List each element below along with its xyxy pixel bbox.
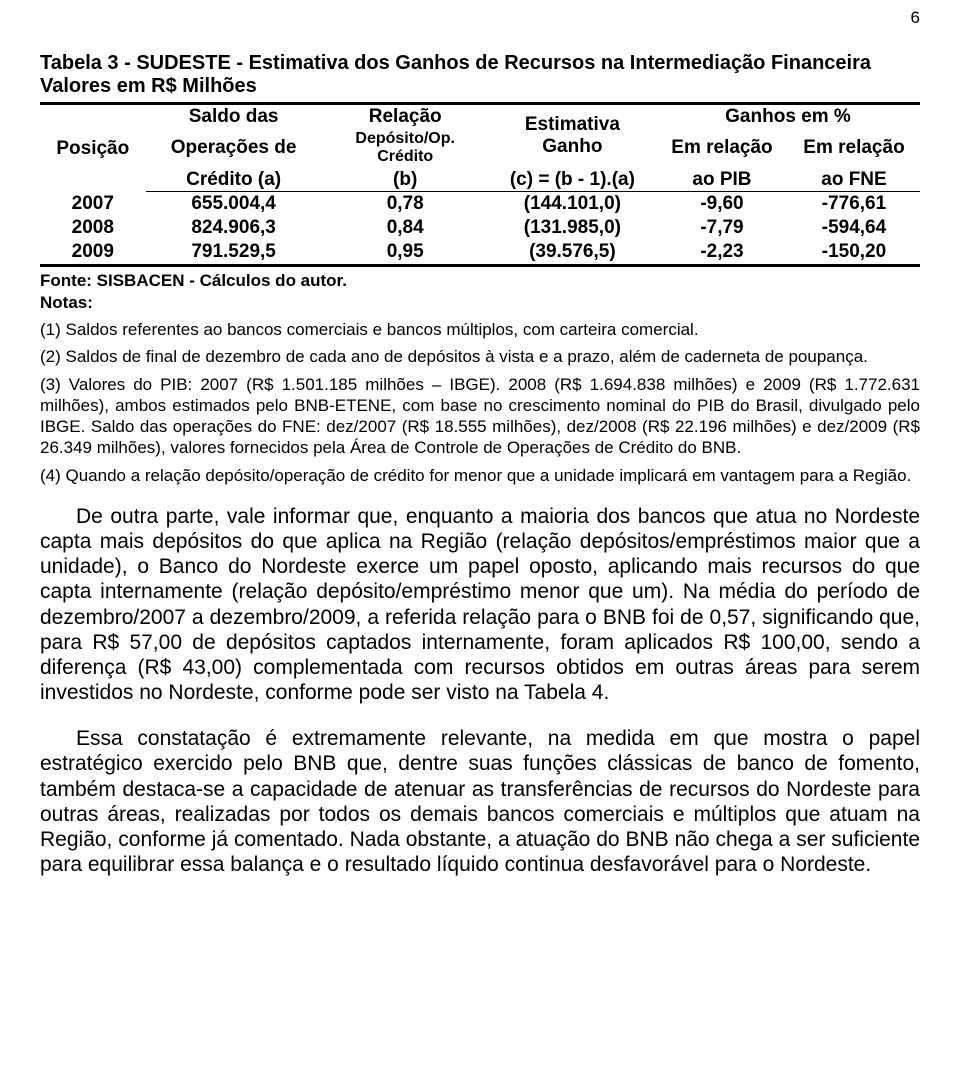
cell-relacao: 0,95 xyxy=(322,240,489,265)
paragraph-2: Essa constatação é extremamente relevant… xyxy=(40,726,920,877)
cell-fne: -594,64 xyxy=(788,216,920,240)
cell-posicao: 2009 xyxy=(40,240,146,265)
cell-pib: -7,79 xyxy=(656,216,788,240)
table-row: 2009 791.529,5 0,95 (39.576,5) -2,23 -15… xyxy=(40,240,920,265)
cell-estimativa: (144.101,0) xyxy=(489,192,656,216)
note-2: (2) Saldos de final de dezembro de cada … xyxy=(40,346,920,367)
note-4: (4) Quando a relação depósito/operação d… xyxy=(40,465,920,486)
table-row: 2007 655.004,4 0,78 (144.101,0) -9,60 -7… xyxy=(40,192,920,216)
col-pib-top: Em relação xyxy=(656,129,788,168)
data-table: Posição Saldo das Relação Estimativa Gan… xyxy=(40,102,920,267)
col-saldo-top: Saldo das xyxy=(146,104,322,129)
cell-pib: -2,23 xyxy=(656,240,788,265)
page-number: 6 xyxy=(911,8,920,28)
note-1: (1) Saldos referentes ao bancos comercia… xyxy=(40,319,920,340)
cell-posicao: 2007 xyxy=(40,192,146,216)
note-3: (3) Valores do PIB: 2007 (R$ 1.501.185 m… xyxy=(40,374,920,459)
col-fne-top: Em relação xyxy=(788,129,920,168)
notas-label: Notas: xyxy=(40,293,920,313)
col-estimativa-bot: (c) = (b - 1).(a) xyxy=(489,168,656,192)
col-relacao-bot: (b) xyxy=(322,168,489,192)
col-estimativa-top: Estimativa Ganho xyxy=(489,104,656,168)
paragraph-1: De outra parte, vale informar que, enqua… xyxy=(40,504,920,706)
cell-saldo: 655.004,4 xyxy=(146,192,322,216)
col-ganhos: Ganhos em % xyxy=(656,104,920,129)
table-subtitle: Valores em R$ Milhões xyxy=(40,75,920,98)
cell-relacao: 0,84 xyxy=(322,216,489,240)
col-relacao-mid: Depósito/Op. Crédito xyxy=(322,129,489,168)
col-pib-bot: ao PIB xyxy=(656,168,788,192)
cell-posicao: 2008 xyxy=(40,216,146,240)
document-page: 6 Tabela 3 - SUDESTE - Estimativa dos Ga… xyxy=(0,0,960,1082)
cell-fne: -776,61 xyxy=(788,192,920,216)
fonte-line: Fonte: SISBACEN - Cálculos do autor. xyxy=(40,271,920,291)
col-saldo-mid: Operações de xyxy=(146,129,322,168)
col-fne-bot: ao FNE xyxy=(788,168,920,192)
cell-pib: -9,60 xyxy=(656,192,788,216)
table-title: Tabela 3 - SUDESTE - Estimativa dos Ganh… xyxy=(40,52,920,75)
cell-saldo: 791.529,5 xyxy=(146,240,322,265)
table-row: 2008 824.906,3 0,84 (131.985,0) -7,79 -5… xyxy=(40,216,920,240)
col-posicao: Posição xyxy=(40,104,146,192)
col-relacao-top: Relação xyxy=(322,104,489,129)
col-saldo-bot: Crédito (a) xyxy=(146,168,322,192)
cell-fne: -150,20 xyxy=(788,240,920,265)
cell-relacao: 0,78 xyxy=(322,192,489,216)
cell-estimativa: (39.576,5) xyxy=(489,240,656,265)
cell-saldo: 824.906,3 xyxy=(146,216,322,240)
cell-estimativa: (131.985,0) xyxy=(489,216,656,240)
